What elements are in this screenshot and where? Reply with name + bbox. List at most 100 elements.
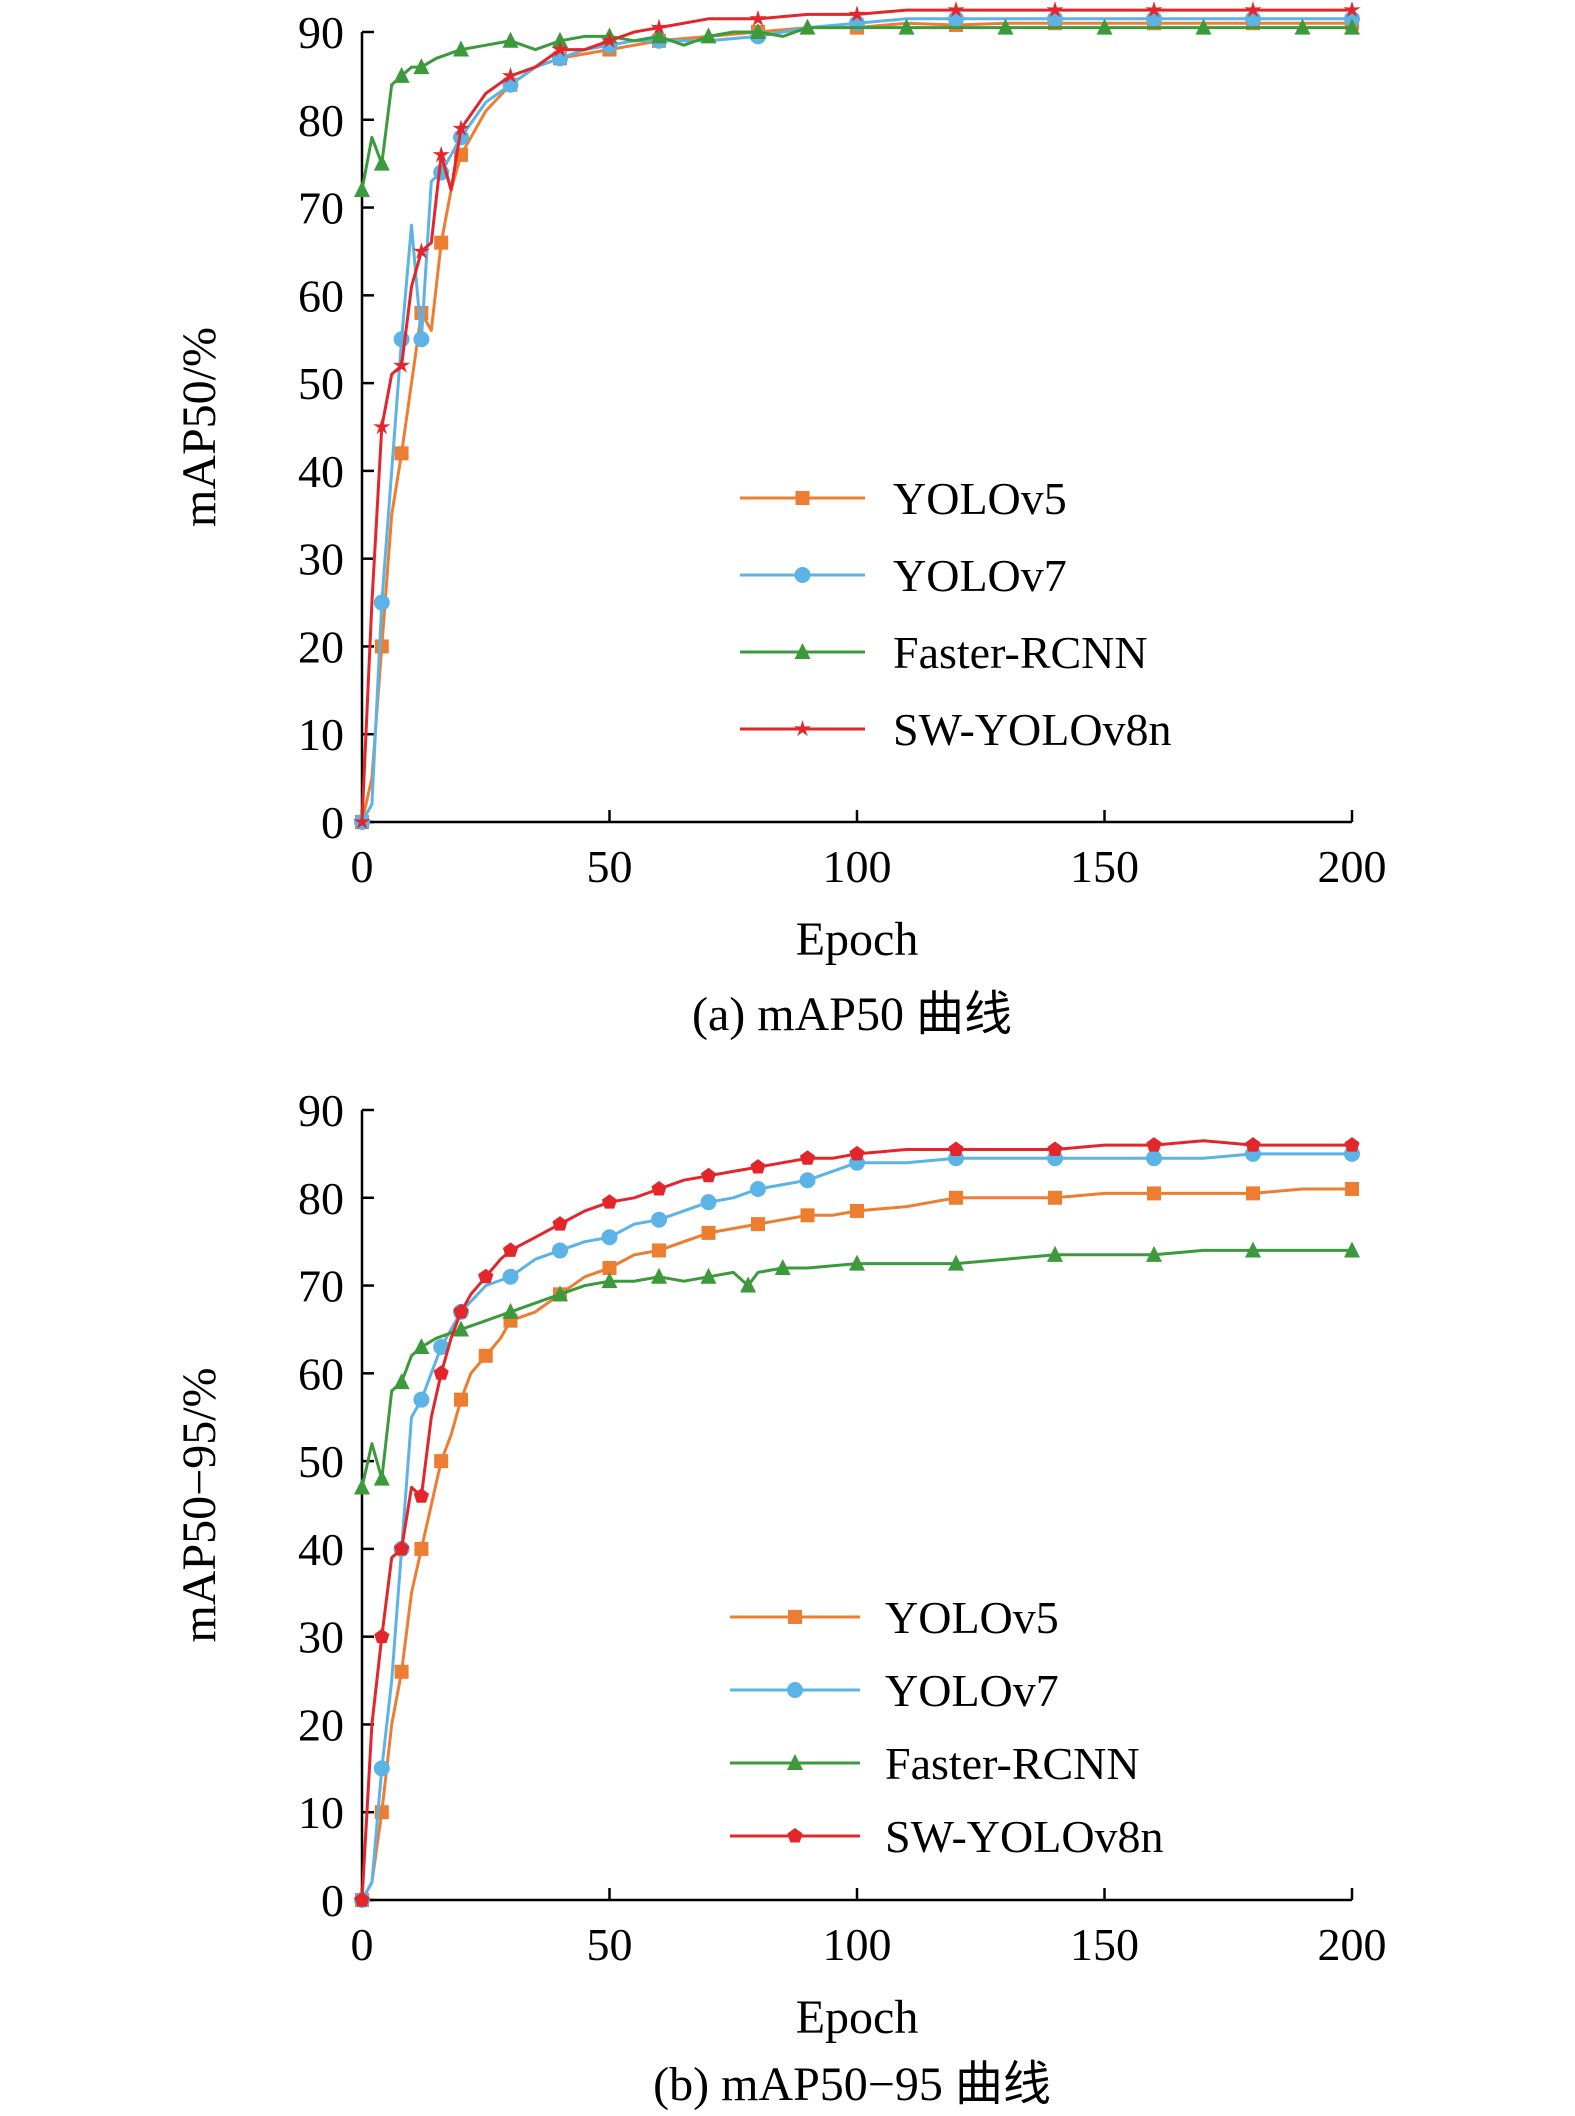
data-point (373, 594, 390, 611)
y-tick-label: 60 (298, 1348, 344, 1399)
data-point (1344, 18, 1360, 35)
y-tick-label: 90 (298, 7, 344, 58)
legend-marker (787, 1828, 803, 1843)
legend-marker (794, 643, 811, 659)
data-point (700, 1167, 717, 1183)
data-point (502, 1242, 519, 1257)
y-tick-label: 70 (298, 1261, 344, 1312)
series-faster-rcnn (354, 1241, 1360, 1495)
series-yolov5 (355, 16, 1359, 829)
data-point (849, 1145, 865, 1161)
data-point (434, 235, 449, 250)
data-point (478, 1268, 494, 1284)
data-point (948, 1141, 964, 1156)
y-tick-label: 80 (298, 1173, 344, 1224)
x-tick-label: 200 (1318, 1919, 1387, 1970)
data-point (1246, 1186, 1260, 1201)
data-point (502, 31, 519, 48)
legend: YOLOv5 YOLOv7 Faster-RCNN SW-YOLOv8n (730, 1592, 1164, 1862)
data-point (750, 23, 766, 39)
legend-marker (788, 1610, 802, 1624)
legend-label: SW-YOLOv8n (893, 704, 1172, 755)
data-point (651, 1267, 667, 1284)
data-point (354, 1478, 370, 1495)
chart-caption: (a) mAP50 曲线 (692, 988, 1012, 1041)
legend-entry: YOLOv5 (740, 473, 1067, 524)
data-point (551, 40, 569, 57)
data-point (552, 1216, 568, 1231)
data-point (1096, 18, 1113, 35)
x-axis-title: Epoch (796, 913, 919, 966)
y-tick-label: 30 (298, 1612, 344, 1663)
data-point (433, 1339, 450, 1355)
legend-marker (795, 491, 810, 505)
legend-label: YOLOv5 (893, 473, 1067, 524)
x-tick-label: 50 (587, 841, 633, 892)
data-point (601, 1229, 618, 1246)
data-point (997, 18, 1014, 35)
y-tick-label: 90 (298, 1085, 344, 1136)
data-point (701, 1225, 716, 1240)
series-faster-rcnn (354, 18, 1360, 197)
legend-label: Faster-RCNN (885, 1738, 1140, 1789)
data-point (600, 31, 619, 49)
x-tick-label: 150 (1070, 841, 1139, 892)
series-sw-yolov8n (354, 1137, 1360, 1907)
legend-entry: YOLOv7 (740, 550, 1067, 601)
data-point (800, 1208, 815, 1223)
x-tick-label: 200 (1318, 841, 1387, 892)
data-point (948, 1254, 964, 1271)
data-point (1344, 1137, 1360, 1152)
data-point (749, 9, 767, 27)
data-point (1146, 1137, 1162, 1152)
series-sw-yolov8n (353, 1, 1361, 830)
legend-marker (793, 720, 812, 737)
legend-label: YOLOv7 (893, 550, 1067, 601)
legend-marker (794, 567, 811, 583)
data-point (453, 1303, 469, 1319)
data-point (373, 154, 390, 171)
data-point (1195, 18, 1212, 35)
legend-entry: SW-YOLOv8n (740, 704, 1172, 755)
data-point (374, 1628, 390, 1644)
legend-marker (787, 1754, 803, 1770)
data-point (413, 331, 430, 348)
series-line (360, 17, 1352, 823)
data-point (413, 1338, 430, 1354)
y-tick-label: 70 (298, 183, 344, 234)
data-point (453, 40, 469, 57)
data-point (412, 242, 430, 259)
data-point (700, 1267, 717, 1284)
data-point (552, 1285, 568, 1302)
series-lines (353, 1, 1361, 830)
data-point (413, 1488, 429, 1503)
data-point (394, 446, 409, 461)
data-point (1146, 1245, 1162, 1262)
series-lines (354, 1137, 1360, 1908)
data-point (651, 1181, 667, 1196)
data-point (740, 1276, 757, 1293)
data-point (750, 1159, 766, 1174)
data-point (601, 1272, 618, 1289)
data-point (751, 1217, 765, 1232)
legend-entry: SW-YOLOv8n (730, 1811, 1164, 1862)
data-point (454, 1392, 468, 1407)
data-point (1245, 1137, 1261, 1152)
data-point (433, 1365, 449, 1380)
legend-entry: YOLOv7 (730, 1665, 1059, 1716)
series-yolov7 (354, 10, 1360, 830)
data-point (850, 1203, 864, 1218)
y-tick-label: 40 (298, 1524, 344, 1575)
y-tick-label: 10 (298, 1787, 344, 1838)
legend-entry: Faster-RCNN (740, 627, 1148, 678)
data-point (1294, 18, 1311, 35)
series-line (360, 1187, 1352, 1901)
series-line (360, 21, 1352, 823)
x-tick-label: 100 (823, 841, 892, 892)
data-point (750, 1181, 766, 1197)
y-tick-label: 0 (321, 1875, 344, 1926)
legend: YOLOv5 YOLOv7 Faster-RCNN SW-YOLOv8n (740, 473, 1172, 755)
data-point (1047, 1245, 1063, 1262)
series-line (360, 8, 1352, 823)
